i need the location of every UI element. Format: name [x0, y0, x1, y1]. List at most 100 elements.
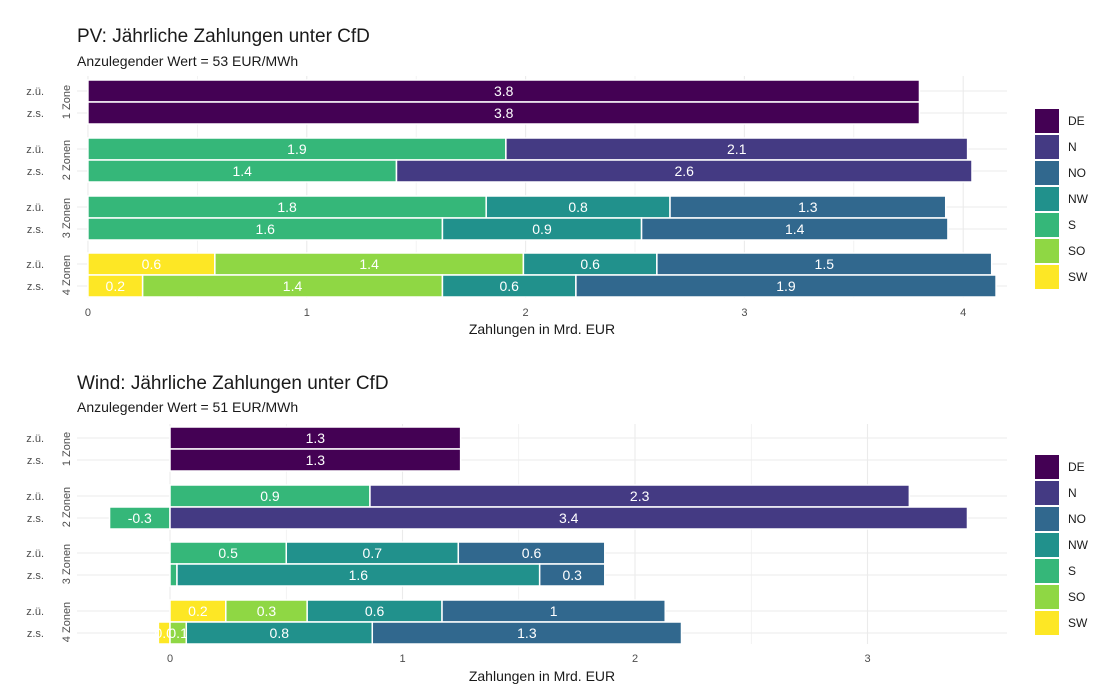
legend-swatch-de: [1035, 455, 1059, 479]
legend-swatch-n: [1035, 135, 1059, 159]
data-label: 1.4: [283, 278, 303, 294]
data-label: 1.3: [517, 625, 537, 641]
legend-swatch-so: [1035, 585, 1059, 609]
data-label: 1.4: [785, 221, 805, 237]
bar-segment-no: [371, 621, 683, 645]
legend-swatch-no: [1035, 161, 1059, 185]
wind-chart-panel: Wind: Jährliche Zahlungen unter CfD Anzu…: [26, 373, 1088, 684]
data-label: 0.8: [270, 625, 290, 641]
data-label: 0.6: [580, 256, 600, 272]
row-label: z.s.: [27, 570, 44, 582]
row-label: z.ü.: [26, 491, 44, 503]
data-label: 0.3: [257, 603, 277, 619]
legend-label: SO: [1068, 590, 1085, 604]
group-label: 1 Zone: [61, 85, 73, 119]
bar-segment-no: [640, 217, 949, 241]
data-label: 0.1: [168, 625, 188, 641]
legend-label: S: [1068, 218, 1076, 232]
row-label: z.ü.: [26, 606, 44, 618]
data-label: 1.8: [277, 199, 297, 215]
bar-segment-no: [575, 274, 997, 298]
legend-label: NO: [1068, 166, 1086, 180]
legend-label: SW: [1068, 270, 1088, 284]
row-label: z.s.: [27, 628, 44, 640]
data-label: 0.9: [532, 221, 552, 237]
legend-swatch-s: [1035, 213, 1059, 237]
data-label: 0.6: [499, 278, 519, 294]
data-label: 1.9: [287, 141, 307, 157]
legend: DE N NO NW S SO SW: [1035, 455, 1089, 635]
x-tick-label: 2: [632, 653, 638, 665]
x-tick-label: 0: [167, 653, 173, 665]
data-label: 1.3: [306, 452, 326, 468]
data-label: 3.4: [559, 510, 579, 526]
row-label: z.s.: [27, 108, 44, 120]
group-label: 1 Zone: [61, 432, 73, 466]
legend-swatch-nw: [1035, 187, 1059, 211]
data-label: 0.3: [562, 567, 582, 583]
data-label: 0.0: [154, 625, 174, 641]
legend-label: S: [1068, 564, 1076, 578]
x-tick-label: 4: [960, 307, 966, 319]
x-axis-title: Zahlungen in Mrd. EUR: [469, 321, 615, 337]
data-label: 0.2: [188, 603, 208, 619]
legend-swatch-s: [1035, 559, 1059, 583]
x-tick-label: 1: [304, 307, 310, 319]
chart-title: Wind: Jährliche Zahlungen unter CfD: [77, 373, 389, 394]
group-label: 4 Zonen: [61, 602, 73, 642]
row-label: z.ü.: [26, 433, 44, 445]
legend-label: SW: [1068, 616, 1088, 630]
legend-label: DE: [1068, 114, 1085, 128]
row-label: z.s.: [27, 224, 44, 236]
data-label: 3.8: [494, 83, 514, 99]
x-tick-label: 0: [85, 307, 91, 319]
data-label: 0.8: [568, 199, 588, 215]
chart-subtitle: Anzulegender Wert = 51 EUR/MWh: [77, 399, 298, 415]
data-label: 0.2: [106, 278, 126, 294]
legend-label: NW: [1068, 538, 1089, 552]
data-label: 2.1: [727, 141, 747, 157]
data-label: -0.3: [128, 510, 152, 526]
data-label: 1.6: [349, 567, 369, 583]
legend-label: NW: [1068, 192, 1089, 206]
data-label: 0.9: [260, 488, 280, 504]
legend-label: NO: [1068, 512, 1086, 526]
legend-swatch-nw: [1035, 533, 1059, 557]
group-label: 3 Zonen: [61, 198, 73, 238]
x-tick-label: 3: [741, 307, 747, 319]
data-label: 3.8: [494, 105, 514, 121]
plot-area: 0 1 2 3 4 1 Zone z.ü. 3.8 z.s. 3.8 2 Zonen z.ü. 1.9 2…: [26, 76, 1007, 319]
data-label: 0.6: [522, 545, 542, 561]
legend-label: SO: [1068, 244, 1085, 258]
bar-segment-n: [395, 159, 973, 183]
row-label: z.ü.: [26, 144, 44, 156]
legend-swatch-n: [1035, 481, 1059, 505]
data-label: 1.6: [255, 221, 275, 237]
row-label: z.s.: [27, 166, 44, 178]
row-label: z.s.: [27, 455, 44, 467]
bar-segment-de: [87, 101, 921, 125]
x-axis-title: Zahlungen in Mrd. EUR: [469, 668, 615, 684]
row-label: z.s.: [27, 513, 44, 525]
legend-label: DE: [1068, 460, 1085, 474]
row-label: z.s.: [27, 281, 44, 293]
group-label: 2 Zonen: [61, 487, 73, 527]
legend-swatch-so: [1035, 239, 1059, 263]
row-label: z.ü.: [26, 86, 44, 98]
legend-swatch-sw: [1035, 611, 1059, 635]
legend-label: N: [1068, 140, 1077, 154]
row-label: z.ü.: [26, 259, 44, 271]
x-tick-label: 3: [864, 653, 870, 665]
data-label: 1.3: [306, 430, 326, 446]
legend: DE N NO NW S SO SW: [1035, 109, 1089, 289]
row-label: z.ü.: [26, 202, 44, 214]
group-label: 3 Zonen: [61, 544, 73, 584]
data-label: 2.6: [675, 163, 695, 179]
x-tick-label: 2: [523, 307, 529, 319]
data-label: 1.9: [776, 278, 796, 294]
data-label: 1.4: [232, 163, 252, 179]
bar-segment-s: [169, 563, 178, 587]
plot-area: 0 1 2 3 1 Zone z.ü. 1.3 z.s. 1.3 2 Zonen z.ü. 0.9 2.…: [26, 424, 1007, 665]
